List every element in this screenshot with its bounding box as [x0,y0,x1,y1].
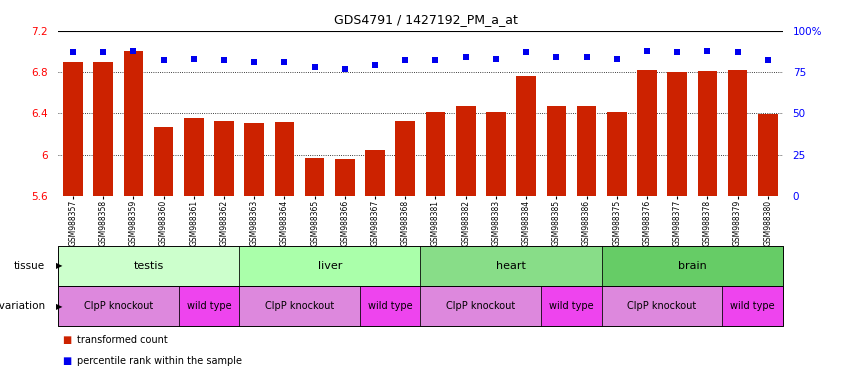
Bar [154,127,174,196]
Text: genotype/variation: genotype/variation [0,301,45,311]
Point [550,54,563,60]
Text: ClpP knockout: ClpP knockout [265,301,334,311]
Bar [607,112,626,196]
Text: wild type: wild type [186,301,231,311]
Bar [728,70,747,196]
Text: transformed count: transformed count [77,335,168,345]
Text: testis: testis [134,261,163,271]
Bar [637,70,657,196]
Point [459,54,472,60]
Point [761,57,774,63]
Point [368,62,382,68]
Bar [63,62,83,196]
Bar [244,122,264,196]
Bar [275,121,294,196]
Text: wild type: wild type [368,301,413,311]
Bar [365,151,385,196]
Text: heart: heart [496,261,526,271]
Point [580,54,593,60]
Text: ClpP knockout: ClpP knockout [83,301,153,311]
Point [398,57,412,63]
Point [66,49,80,55]
Bar [667,72,687,196]
Bar [94,62,113,196]
Point [157,57,170,63]
Point [277,59,291,65]
Text: ■: ■ [62,335,71,345]
Point [489,56,503,62]
Point [217,57,231,63]
Bar [335,159,355,196]
Text: GDS4791 / 1427192_PM_a_at: GDS4791 / 1427192_PM_a_at [334,13,517,26]
Bar [517,76,536,196]
Point [519,49,533,55]
Bar [486,112,505,196]
Text: wild type: wild type [730,301,775,311]
Text: percentile rank within the sample: percentile rank within the sample [77,356,243,366]
Point [127,48,140,54]
Point [671,49,684,55]
Point [248,59,261,65]
Point [338,66,351,72]
Text: tissue: tissue [14,261,45,271]
Bar [698,71,717,196]
Bar [456,106,476,196]
Bar [426,112,445,196]
Bar [546,106,566,196]
Point [96,49,110,55]
Text: ▶: ▶ [56,262,63,270]
Text: brain: brain [678,261,706,271]
Point [429,57,443,63]
Text: liver: liver [317,261,342,271]
Point [308,64,322,70]
Bar [214,121,234,196]
Text: wild type: wild type [549,301,594,311]
Point [640,48,654,54]
Text: ■: ■ [62,356,71,366]
Bar [577,106,597,196]
Bar [758,114,778,196]
Point [731,49,745,55]
Text: ClpP knockout: ClpP knockout [627,301,697,311]
Bar [184,118,203,196]
Text: ▶: ▶ [56,302,63,311]
Point [610,56,624,62]
Bar [305,158,324,196]
Bar [123,51,143,196]
Bar [396,121,415,196]
Text: ClpP knockout: ClpP knockout [446,301,516,311]
Point [700,48,714,54]
Point [187,56,201,62]
